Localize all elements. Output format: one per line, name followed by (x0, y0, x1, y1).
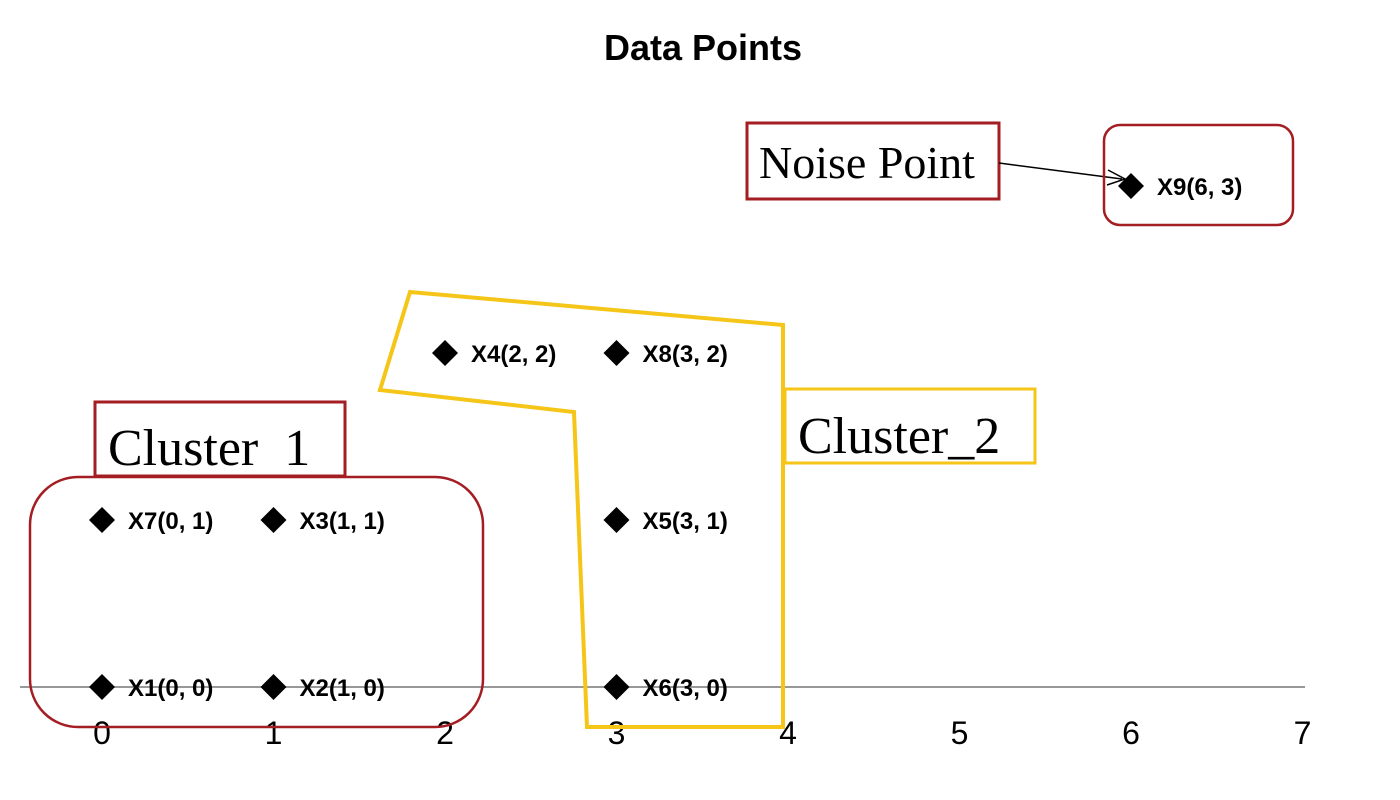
data-point-marker (603, 507, 630, 533)
noise-point-label: Noise Point (759, 137, 975, 188)
data-point-label: X3(1, 1) (300, 508, 385, 535)
data-point-marker (260, 507, 287, 533)
data-points: X1(0, 0) X2(1, 0) X3(1, 1) X4(2, 2) X5(3, 1)… (89, 173, 1242, 702)
noise-arrow-line (998, 162, 1123, 180)
data-point-label: X7(0, 1) (128, 508, 213, 535)
chart-title: Data Points (604, 27, 802, 68)
data-point-label: X1(0, 0) (128, 675, 213, 702)
noise-point-outline (1102, 123, 1295, 227)
x-tick-label-1: 1 (265, 715, 283, 751)
x-tick-label-6: 6 (1122, 715, 1140, 751)
x-tick-label-3: 3 (608, 715, 626, 751)
data-point-marker (1118, 173, 1144, 199)
x-tick-label-5: 5 (951, 715, 969, 751)
cluster-2-label: Cluster_2 (798, 408, 1000, 465)
data-point-label: X8(3, 2) (643, 341, 728, 368)
data-point-label: X6(3, 0) (643, 675, 728, 702)
x-tick-label-0: 0 (93, 715, 111, 751)
data-point-marker (432, 340, 458, 366)
data-point-marker (89, 507, 115, 533)
data-point-marker (603, 674, 630, 700)
data-point-marker (260, 674, 287, 700)
cluster-1-label-box (93, 400, 347, 478)
noise-point-label-box (745, 121, 1001, 201)
cluster-1-label: Cluster 1 (108, 420, 310, 477)
data-point-marker (89, 674, 115, 700)
data-point-label: X5(3, 1) (643, 508, 728, 535)
data-point-label: X2(1, 0) (300, 675, 385, 702)
x-tick-label-2: 2 (436, 715, 454, 751)
cluster-2-outline (377, 289, 785, 729)
x-tick-label-7: 7 (1294, 715, 1312, 751)
data-point-label: X9(6, 3) (1157, 174, 1242, 201)
cluster-2-label-box (783, 387, 1037, 465)
data-point-label: X4(2, 2) (471, 341, 556, 368)
data-point-marker (603, 340, 630, 366)
